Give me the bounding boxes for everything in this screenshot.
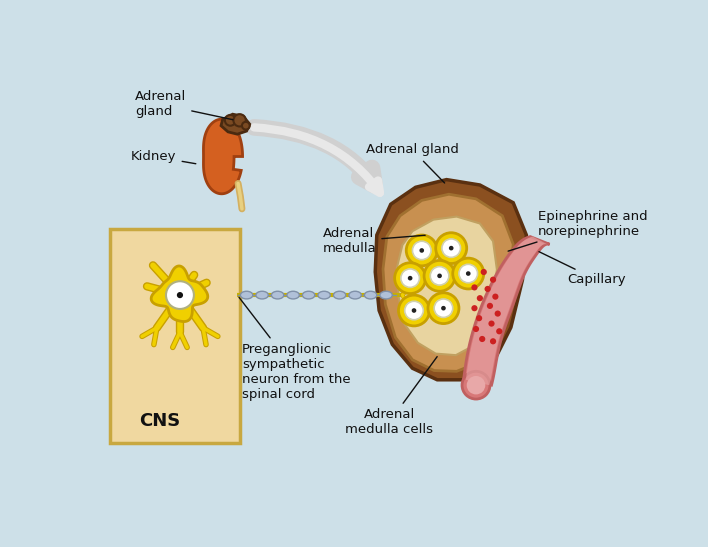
FancyArrowPatch shape [254,127,380,193]
Circle shape [496,328,503,334]
FancyBboxPatch shape [110,229,241,443]
Circle shape [473,326,479,332]
Circle shape [406,235,438,266]
Circle shape [242,122,250,130]
Polygon shape [221,114,250,134]
Circle shape [419,248,424,253]
Circle shape [490,338,496,345]
Circle shape [472,305,478,311]
Text: Adrenal
gland: Adrenal gland [135,90,233,120]
Text: CNS: CNS [139,412,180,430]
Circle shape [394,263,426,294]
Circle shape [225,115,236,126]
Circle shape [476,295,483,301]
Text: Adrenal
medulla: Adrenal medulla [323,227,426,255]
Circle shape [434,299,452,317]
Polygon shape [203,119,243,194]
Circle shape [481,269,487,275]
Circle shape [487,303,493,309]
Circle shape [476,315,482,321]
Text: Adrenal
medulla cells: Adrenal medulla cells [346,357,437,437]
Polygon shape [375,179,526,380]
Circle shape [430,266,449,285]
Circle shape [401,269,419,287]
Circle shape [234,114,246,126]
Text: Epinephrine and
norepinephrine: Epinephrine and norepinephrine [508,211,648,251]
Ellipse shape [256,291,268,299]
Circle shape [495,311,501,317]
Ellipse shape [365,291,377,299]
Ellipse shape [380,291,392,299]
Ellipse shape [349,291,361,299]
Circle shape [484,286,491,292]
Circle shape [399,295,430,326]
Ellipse shape [318,291,331,299]
Circle shape [466,271,471,276]
Circle shape [490,277,496,283]
Circle shape [166,281,194,309]
Circle shape [472,284,478,290]
Circle shape [428,293,459,324]
Circle shape [438,274,442,278]
Polygon shape [464,237,549,385]
Circle shape [413,241,431,260]
Circle shape [435,232,467,264]
Circle shape [441,306,446,311]
Ellipse shape [271,291,284,299]
Circle shape [462,371,490,399]
Ellipse shape [302,291,315,299]
Text: Kidney: Kidney [131,150,196,164]
Text: Adrenal gland: Adrenal gland [366,143,459,183]
Polygon shape [383,194,513,371]
Circle shape [424,260,455,291]
Circle shape [489,321,495,327]
Polygon shape [152,266,207,322]
Text: Capillary: Capillary [539,252,626,286]
Circle shape [492,294,498,300]
Text: Preganglionic
sympathetic
neuron from the
spinal cord: Preganglionic sympathetic neuron from th… [239,298,350,401]
FancyArrowPatch shape [254,127,375,185]
Polygon shape [397,217,497,355]
Ellipse shape [333,291,346,299]
Circle shape [479,336,485,342]
Circle shape [408,276,413,281]
Ellipse shape [287,291,299,299]
Circle shape [177,292,183,298]
Circle shape [452,258,484,289]
Circle shape [467,376,485,394]
Circle shape [442,239,460,258]
Ellipse shape [241,291,253,299]
Polygon shape [466,237,547,385]
Circle shape [405,301,423,320]
Circle shape [411,308,416,313]
Circle shape [459,264,478,283]
Circle shape [449,246,454,251]
